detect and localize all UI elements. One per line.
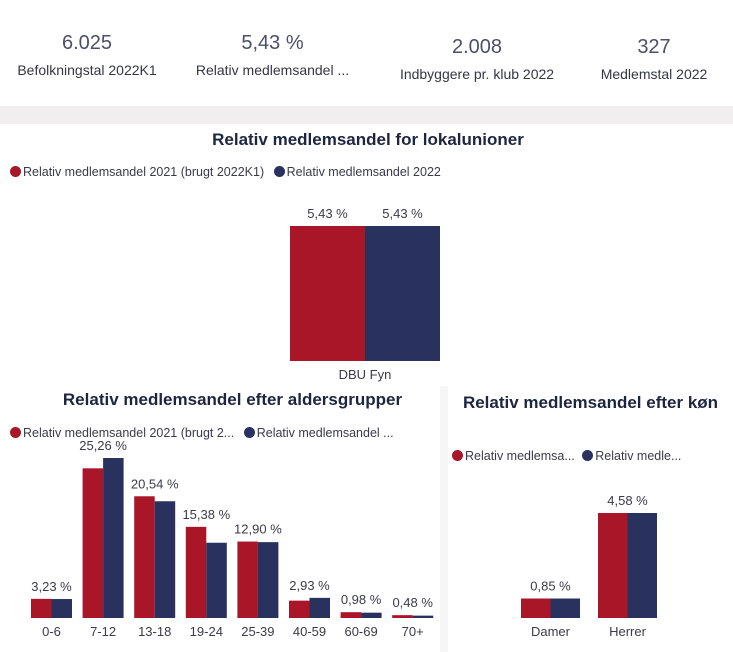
chart-title: Relativ medlemsandel for lokalunioner [212, 130, 524, 149]
bar [134, 496, 155, 618]
data-label: 5,43 % [382, 206, 423, 221]
chart-legend: Relativ medlemsa... Relativ medle... [452, 449, 681, 463]
bar [206, 542, 227, 618]
legend-swatch [452, 450, 463, 461]
kpi-value: 5,43 % [241, 32, 304, 54]
chart-title: Relativ medlemsandel efter køn [462, 393, 719, 412]
data-label: 12,90 % [234, 522, 282, 537]
tick-label: Damer [531, 624, 571, 639]
tick-label: 40-59 [293, 624, 326, 639]
kpi-card-members: 327 Medlemstal 2022 [586, 36, 722, 82]
legend-swatch [243, 427, 255, 438]
bar [154, 501, 176, 618]
chart-panel-local-unions: Relativ medlemsandel for lokalunioner Re… [0, 124, 733, 386]
data-label: 4,58 % [607, 493, 648, 508]
kpi-value: 6.025 [61, 32, 113, 54]
bar [103, 458, 124, 618]
legend-swatch [273, 166, 285, 177]
data-label: 2,93 % [289, 578, 330, 593]
age-groups-chart: 3,23 % 0-6 25,26 % 7-12 20,54 % 13-18 15,38 % 1… [31, 438, 434, 639]
legend-label: Relativ medlemsandel 2021 (brugt 2... [23, 426, 235, 440]
bar [412, 615, 434, 618]
data-label: 0,85 % [530, 579, 571, 594]
bar [340, 612, 362, 618]
chart-title: Relativ medlemsandel efter aldersgrupper [62, 390, 403, 409]
bar [521, 598, 551, 618]
legend-swatch [10, 166, 21, 177]
legend-label: Relativ medlemsandel 2022 [286, 165, 441, 179]
bar [290, 226, 365, 361]
gender-chart: 0,85 % Damer 4,58 % Herrer [521, 493, 657, 639]
local-unions-chart: 5,43 % 5,43 % DBU Fyn [290, 206, 440, 382]
legend-label: Relativ medle... [595, 449, 682, 463]
bar [392, 615, 413, 618]
data-label: 3,23 % [31, 579, 72, 594]
kpi-value: 2.008 [451, 36, 503, 58]
bar [237, 541, 258, 618]
data-label: 15,38 % [182, 507, 230, 522]
bar [365, 226, 440, 361]
kpi-label: Indbyggere pr. klub 2022 [399, 66, 555, 82]
section-divider [0, 106, 733, 124]
bar [289, 600, 310, 618]
data-label: 0,98 % [341, 592, 382, 607]
tick-label: 13-18 [138, 624, 171, 639]
bar [31, 598, 52, 618]
chart-panel-gender: Relativ medlemsandel efter køn Relativ m… [448, 386, 733, 652]
kpi-card-inhabitants-per-club: 2.008 Indbyggere pr. klub 2022 [383, 36, 571, 82]
tick-label: DBU Fyn [339, 367, 392, 382]
data-label: 25,26 % [79, 438, 127, 453]
chart-panel-age-groups: Relativ medlemsandel efter aldersgrupper… [0, 386, 440, 652]
kpi-card-relative-share: 5,43 % Relativ medlemsandel ... [180, 32, 365, 78]
legend-label: Relativ medlemsa... [465, 449, 575, 463]
tick-label: 0-6 [42, 624, 61, 639]
bar [598, 513, 628, 618]
tick-label: 19-24 [190, 624, 223, 639]
chart-legend: Relativ medlemsandel 2021 (brugt 2... Re… [10, 426, 394, 440]
bar [257, 542, 279, 618]
tick-label: 60-69 [344, 624, 377, 639]
bar [185, 526, 207, 618]
legend-swatch [582, 450, 594, 461]
chart-legend: Relativ medlemsandel 2021 (brugt 2022K1)… [10, 165, 441, 179]
data-label: 5,43 % [307, 206, 348, 221]
kpi-label: Medlemstal 2022 [600, 66, 708, 82]
legend-swatch [10, 427, 21, 438]
legend-label: Relativ medlemsandel ... [256, 426, 394, 440]
bar [550, 598, 580, 618]
kpi-strip: 6.025 Befolkningstal 2022K1 5,43 % Relat… [0, 0, 733, 106]
kpi-card-population: 6.025 Befolkningstal 2022K1 [2, 32, 172, 78]
kpi-label: Befolkningstal 2022K1 [17, 62, 157, 78]
bar [361, 612, 382, 618]
kpi-label: Relativ medlemsandel ... [195, 62, 350, 78]
tick-label: 70+ [402, 624, 424, 639]
legend-label: Relativ medlemsandel 2021 (brugt 2022K1) [23, 165, 265, 179]
bar [627, 513, 657, 618]
tick-label: 7-12 [90, 624, 116, 639]
bar [51, 599, 72, 618]
tick-label: Herrer [609, 624, 647, 639]
data-label: 20,54 % [131, 476, 179, 491]
bar [309, 597, 330, 618]
data-label: 0,48 % [392, 595, 433, 610]
tick-label: 25-39 [241, 624, 274, 639]
kpi-value: 327 [637, 36, 671, 58]
bar [82, 468, 104, 618]
